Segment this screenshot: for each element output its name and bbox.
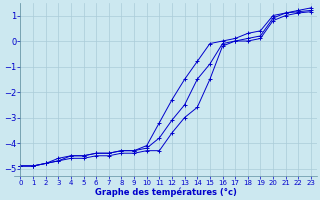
X-axis label: Graphe des températures (°c): Graphe des températures (°c) [95, 188, 236, 197]
